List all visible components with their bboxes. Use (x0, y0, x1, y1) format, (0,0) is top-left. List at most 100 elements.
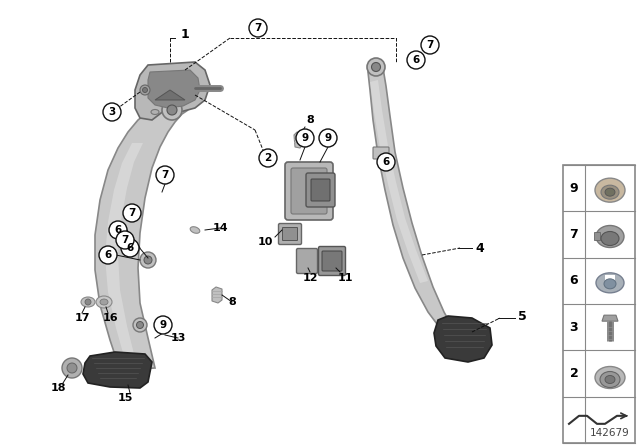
Text: 1: 1 (180, 29, 189, 42)
Circle shape (249, 19, 267, 37)
Circle shape (140, 85, 150, 95)
FancyBboxPatch shape (282, 228, 298, 241)
FancyBboxPatch shape (291, 168, 327, 214)
Circle shape (136, 322, 143, 328)
Polygon shape (602, 315, 618, 321)
Polygon shape (434, 316, 492, 362)
Polygon shape (594, 233, 600, 241)
Ellipse shape (605, 375, 615, 383)
Text: 6: 6 (104, 250, 111, 260)
Circle shape (62, 358, 82, 378)
FancyBboxPatch shape (311, 179, 330, 201)
Text: 14: 14 (212, 223, 228, 233)
Text: 18: 18 (51, 383, 66, 393)
Ellipse shape (596, 273, 624, 293)
FancyBboxPatch shape (306, 173, 335, 207)
FancyBboxPatch shape (373, 147, 389, 159)
Text: 2: 2 (570, 367, 579, 380)
Text: 7: 7 (128, 208, 136, 218)
Circle shape (109, 221, 127, 239)
FancyBboxPatch shape (563, 165, 635, 443)
Text: 6: 6 (382, 157, 390, 167)
Ellipse shape (605, 188, 615, 196)
Text: 6: 6 (570, 274, 579, 287)
Circle shape (377, 153, 395, 171)
FancyBboxPatch shape (296, 249, 317, 273)
Polygon shape (370, 80, 428, 283)
Circle shape (144, 256, 152, 264)
Text: 11: 11 (337, 273, 353, 283)
Ellipse shape (596, 225, 624, 247)
Circle shape (85, 299, 91, 305)
Circle shape (99, 246, 117, 264)
Text: 4: 4 (476, 241, 484, 254)
Ellipse shape (81, 297, 95, 307)
Circle shape (121, 239, 139, 257)
Ellipse shape (595, 366, 625, 388)
Text: 8: 8 (228, 297, 236, 307)
Text: 9: 9 (570, 182, 579, 195)
Text: 9: 9 (301, 133, 308, 143)
Ellipse shape (190, 227, 200, 233)
Ellipse shape (151, 109, 159, 115)
Circle shape (319, 129, 337, 147)
Circle shape (371, 63, 381, 72)
Text: 15: 15 (117, 393, 132, 403)
Polygon shape (83, 352, 152, 388)
Circle shape (296, 129, 314, 147)
Circle shape (156, 166, 174, 184)
Polygon shape (105, 143, 143, 360)
Polygon shape (368, 68, 460, 340)
Polygon shape (148, 70, 200, 108)
Text: 3: 3 (570, 321, 579, 334)
Ellipse shape (96, 296, 112, 308)
Ellipse shape (600, 371, 620, 388)
Text: 7: 7 (161, 170, 169, 180)
Circle shape (162, 100, 182, 120)
Circle shape (367, 58, 385, 76)
Text: 7: 7 (570, 228, 579, 241)
Text: 9: 9 (159, 320, 166, 330)
Text: 16: 16 (102, 313, 118, 323)
Text: 7: 7 (254, 23, 262, 33)
Text: 7: 7 (122, 235, 129, 245)
FancyBboxPatch shape (322, 251, 342, 271)
Polygon shape (135, 62, 210, 120)
Ellipse shape (601, 232, 619, 246)
Circle shape (116, 231, 134, 249)
Circle shape (67, 363, 77, 373)
Circle shape (143, 87, 147, 92)
FancyBboxPatch shape (605, 275, 615, 283)
Text: 6: 6 (412, 55, 420, 65)
Text: 12: 12 (302, 273, 317, 283)
Circle shape (103, 103, 121, 121)
Ellipse shape (604, 279, 616, 289)
Text: 13: 13 (170, 333, 186, 343)
Text: 142679: 142679 (590, 428, 630, 438)
Text: 6: 6 (115, 225, 122, 235)
Circle shape (407, 51, 425, 69)
Text: 5: 5 (518, 310, 526, 323)
Text: 17: 17 (74, 313, 90, 323)
Polygon shape (212, 287, 222, 303)
Polygon shape (155, 90, 185, 100)
Circle shape (133, 318, 147, 332)
Circle shape (421, 36, 439, 54)
Ellipse shape (601, 185, 619, 199)
FancyBboxPatch shape (319, 246, 346, 276)
Polygon shape (95, 108, 188, 370)
Ellipse shape (595, 178, 625, 202)
Text: 10: 10 (257, 237, 273, 247)
Text: 9: 9 (324, 133, 332, 143)
Circle shape (167, 105, 177, 115)
Text: 6: 6 (126, 243, 134, 253)
FancyBboxPatch shape (278, 224, 301, 245)
Text: 7: 7 (426, 40, 434, 50)
Circle shape (123, 204, 141, 222)
Circle shape (259, 149, 277, 167)
Circle shape (154, 316, 172, 334)
Circle shape (140, 252, 156, 268)
Polygon shape (294, 132, 303, 148)
FancyBboxPatch shape (285, 162, 333, 220)
Text: 3: 3 (108, 107, 116, 117)
